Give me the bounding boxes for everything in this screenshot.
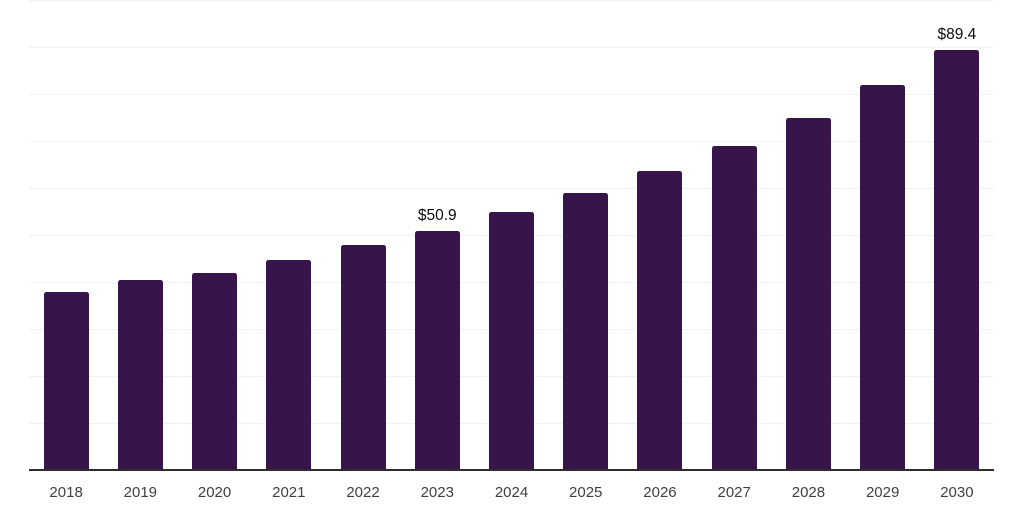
bar-2024 — [489, 211, 534, 470]
bar-2026 — [637, 170, 683, 470]
x-tick-2021: 2021 — [272, 484, 306, 501]
x-tick-2024: 2024 — [494, 484, 529, 501]
bar-2023 — [414, 230, 460, 470]
gridline — [29, 94, 994, 95]
bar-2020 — [192, 273, 238, 470]
bar-2029 — [860, 85, 906, 470]
x-tick-2020: 2020 — [197, 484, 232, 501]
bar-2018 — [43, 291, 89, 470]
x-tick-2030: 2030 — [940, 484, 974, 501]
value-label-2023: $50.9 — [417, 206, 457, 224]
x-tick-2028: 2028 — [791, 484, 826, 501]
bar-2021 — [266, 260, 312, 470]
gridline — [29, 47, 994, 48]
x-tick-2023: 2023 — [420, 484, 454, 501]
x-tick-2019: 2019 — [123, 484, 158, 501]
bar-2025 — [563, 193, 609, 470]
bar-2027 — [711, 146, 757, 470]
x-tick-2025: 2025 — [569, 484, 603, 501]
x-tick-2022: 2022 — [346, 484, 380, 501]
bar-2019 — [117, 279, 163, 470]
bar-2028 — [785, 117, 831, 470]
x-tick-2027: 2027 — [717, 484, 751, 501]
gridline — [29, 188, 994, 189]
x-axis-line — [29, 469, 994, 471]
bar-2022 — [340, 245, 386, 470]
x-tick-2029: 2029 — [865, 484, 900, 501]
x-tick-2018: 2018 — [49, 484, 83, 501]
gridline — [29, 141, 994, 142]
gridline — [29, 0, 994, 1]
value-label-2030: $89.4 — [937, 25, 977, 43]
bar-2030 — [934, 49, 980, 470]
x-tick-2026: 2026 — [643, 484, 677, 501]
